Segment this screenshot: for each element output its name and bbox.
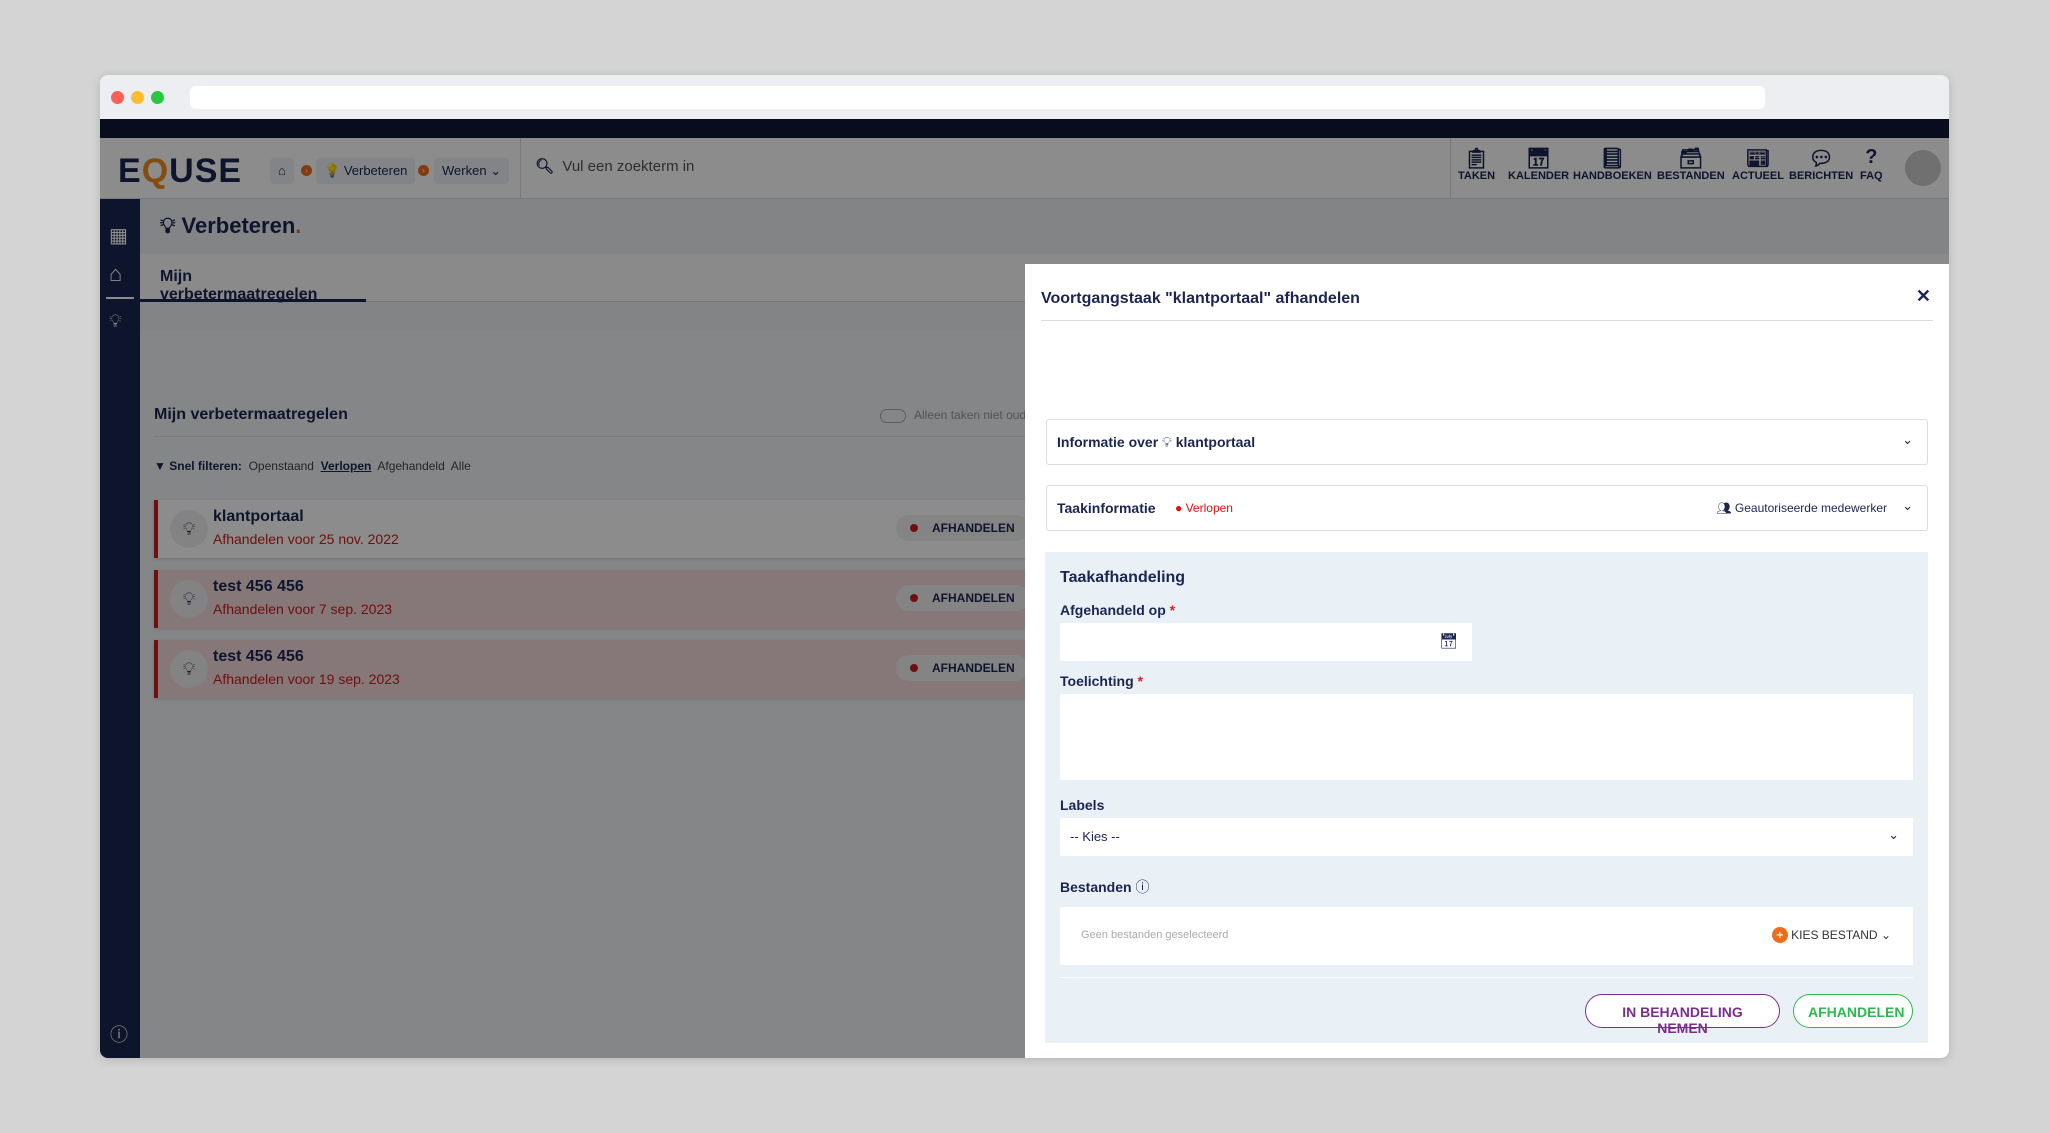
app-header: EQUSE ⌂ › 💡 Verbeteren › Werken ⌄ 🔍︎ Vul… <box>100 138 1949 199</box>
list-item[interactable]: 💡︎ test 456 456 Afhandelen voor 7 sep. 2… <box>154 570 1154 628</box>
chevron-down-icon: ⌄ <box>1880 928 1891 942</box>
files-label: Bestanden ⓘ <box>1060 879 1150 895</box>
calendar-icon[interactable]: 📅︎ <box>1438 633 1458 650</box>
file-dropzone[interactable]: Geen bestanden geselecteerd + KIES BESTA… <box>1060 907 1913 965</box>
apps-grid-icon[interactable]: ▦ <box>109 225 128 247</box>
chevron-down-icon: ⌄ <box>1902 498 1913 513</box>
address-bar[interactable] <box>190 86 1765 109</box>
filter-afgehandeld[interactable]: Afgehandeld <box>377 459 445 473</box>
search-box[interactable]: 🔍︎ Vul een zoekterm in <box>520 138 1220 199</box>
nav-actueel[interactable]: 📰︎ ACTUEEL <box>1732 148 1784 182</box>
newspaper-icon: 📰︎ <box>1745 148 1771 170</box>
clipboard-icon: 📋︎ <box>1463 148 1490 170</box>
breadcrumb-separator-icon: › <box>301 165 312 176</box>
modal-title: Voortgangstaak "klantportaal" afhandelen <box>1041 290 1360 307</box>
help-icon[interactable]: ⓘ <box>110 1025 128 1045</box>
breadcrumb-werken-dropdown[interactable]: Werken ⌄ <box>434 158 510 184</box>
nav-kalender[interactable]: 📅︎ KALENDER <box>1508 148 1570 182</box>
quick-filters: ▼ Snel filteren: Openstaand Verlopen Afg… <box>154 459 471 473</box>
search-icon: 🔍︎ <box>535 158 555 175</box>
filter-verlopen[interactable]: Verlopen <box>320 459 372 473</box>
lightbulb-icon: 💡︎ <box>1162 434 1172 450</box>
afhandelen-button[interactable]: AFHANDELEN <box>896 655 1029 681</box>
maximize-window-button[interactable] <box>151 91 164 104</box>
lightbulb-icon: 💡 <box>324 163 341 178</box>
archive-icon: 🗃︎ <box>1678 148 1704 170</box>
browser-titlebar <box>100 75 1949 119</box>
nav-bestanden[interactable]: 🗃︎ BESTANDEN <box>1657 148 1725 182</box>
choose-file-button[interactable]: + KIES BESTAND ⌄ <box>1771 927 1891 943</box>
filter-icon: ▼ <box>154 459 166 473</box>
lightbulb-icon[interactable]: 💡︎ <box>109 311 122 331</box>
take-in-progress-button[interactable]: IN BEHANDELING NEMEN <box>1585 994 1780 1036</box>
lightbulb-icon: 💡︎ <box>170 650 208 688</box>
task-info-accordion[interactable]: Taakinformatie ● Verlopen 👥︎ Geautorisee… <box>1046 485 1928 531</box>
nav-handboeken[interactable]: 📘︎ HANDBOEKEN <box>1573 148 1652 182</box>
calendar-icon: 📅︎ <box>1525 148 1552 170</box>
user-avatar[interactable] <box>1905 150 1941 186</box>
top-strip <box>100 119 1949 138</box>
search-input[interactable]: Vul een zoekterm in <box>562 158 695 175</box>
comments-icon: 💬︎ <box>1808 148 1834 170</box>
sidebar: ▦ ⌂ 💡︎ ⓘ <box>100 199 140 1058</box>
list-item[interactable]: 💡︎ klantportaal Afhandelen voor 25 nov. … <box>154 500 1154 558</box>
nav-faq[interactable]: ? FAQ <box>1860 146 1883 182</box>
nav-berichten[interactable]: 💬︎ BERICHTEN <box>1789 148 1854 182</box>
info-icon[interactable]: ⓘ <box>1135 879 1150 895</box>
close-window-button[interactable] <box>111 91 124 104</box>
afhandelen-button[interactable]: AFHANDELEN <box>896 515 1029 541</box>
note-textarea[interactable] <box>1060 694 1913 780</box>
question-icon: ? <box>1865 146 1878 168</box>
browser-window: EQUSE ⌂ › 💡 Verbeteren › Werken ⌄ 🔍︎ Vul… <box>100 75 1949 1058</box>
date-input[interactable]: 📅︎ <box>1060 623 1472 661</box>
lightbulb-icon: 💡︎ <box>160 213 176 238</box>
chevron-down-icon: ⌄ <box>1902 432 1913 447</box>
lightbulb-icon: 💡︎ <box>170 510 208 548</box>
chevron-down-icon: ⌄ <box>1888 827 1899 842</box>
tab-mijn-verbetermaatregelen[interactable]: Mijn verbetermaatregelen <box>140 254 366 303</box>
task-form: Taakafhandeling Afgehandeld op * 📅︎ Toel… <box>1045 552 1928 1043</box>
breadcrumb-verbeteren[interactable]: 💡 Verbeteren <box>316 158 416 184</box>
date-label: Afgehandeld op * <box>1060 602 1176 618</box>
assignee: 👥︎ Geautoriseerde medewerker <box>1716 501 1887 515</box>
minimize-window-button[interactable] <box>131 91 144 104</box>
close-icon[interactable]: ✕ <box>1915 286 1931 306</box>
page-title: 💡︎ Verbeteren. <box>160 213 302 238</box>
lightbulb-icon: 💡︎ <box>170 580 208 618</box>
task-modal: Voortgangstaak "klantportaal" afhandelen… <box>1025 264 1949 1058</box>
plus-circle-icon: + <box>1771 927 1788 943</box>
nav-taken[interactable]: 📋︎ TAKEN <box>1458 148 1496 182</box>
complete-button[interactable]: AFHANDELEN <box>1793 994 1913 1028</box>
home-icon[interactable]: ⌂ <box>109 261 123 286</box>
home-icon: ⌂ <box>278 163 286 178</box>
list-item[interactable]: 💡︎ test 456 456 Afhandelen voor 19 sep. … <box>154 640 1154 698</box>
info-accordion[interactable]: Informatie over 💡︎ klantportaal ⌄ <box>1046 419 1928 465</box>
section-title: Mijn verbetermaatregelen <box>154 406 348 423</box>
filter-alle[interactable]: Alle <box>450 459 471 473</box>
users-icon: 👥︎ <box>1716 501 1732 515</box>
labels-select[interactable]: -- Kies -- ⌄ <box>1060 818 1913 856</box>
note-label: Toelichting * <box>1060 673 1143 689</box>
afhandelen-button[interactable]: AFHANDELEN <box>896 585 1029 611</box>
status-badge: ● Verlopen <box>1175 501 1233 515</box>
logo[interactable]: EQUSE <box>118 152 243 190</box>
chevron-down-icon: ⌄ <box>490 163 502 178</box>
book-icon: 📘︎ <box>1599 148 1626 170</box>
breadcrumb-separator-icon: › <box>418 165 429 176</box>
filter-openstaand[interactable]: Openstaand <box>248 459 314 473</box>
breadcrumb-home[interactable]: ⌂ <box>270 158 294 184</box>
